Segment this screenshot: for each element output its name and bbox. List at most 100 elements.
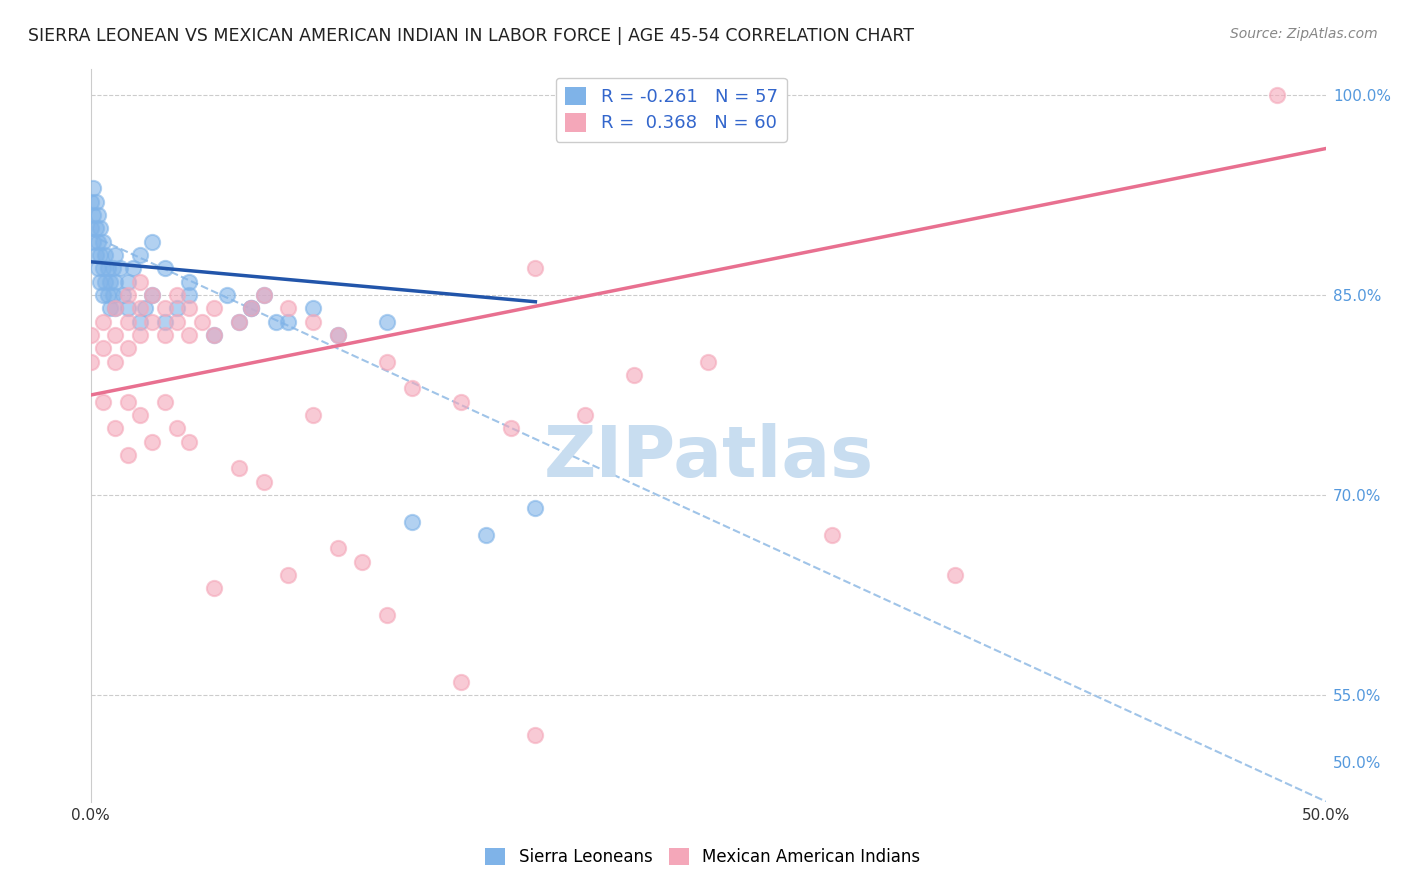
Point (623, 368, 645, 382)
Point (97, 288, 120, 302)
Point (252, 475, 274, 489)
Point (179, 288, 201, 302)
Point (240, 301, 263, 316)
Point (91, 235, 114, 249)
Point (228, 461, 250, 475)
Point (134, 301, 156, 316)
Legend: Sierra Leoneans, Mexican American Indians: Sierra Leoneans, Mexican American Indian… (477, 840, 929, 875)
Point (89, 221, 111, 235)
Point (82, 181, 104, 195)
Point (153, 328, 176, 343)
Point (141, 288, 163, 302)
Point (277, 568, 299, 582)
Text: Source: ZipAtlas.com: Source: ZipAtlas.com (1230, 27, 1378, 41)
Point (117, 288, 139, 302)
Point (375, 607, 398, 622)
Point (302, 315, 325, 329)
Point (89, 275, 111, 289)
Point (101, 288, 124, 302)
Point (110, 261, 132, 276)
Point (166, 421, 188, 435)
Point (228, 315, 250, 329)
Point (524, 501, 547, 516)
Point (179, 275, 201, 289)
Point (87, 208, 110, 222)
Point (166, 301, 188, 316)
Point (240, 301, 263, 316)
Point (277, 301, 299, 316)
Point (94, 248, 117, 262)
Point (401, 515, 423, 529)
Point (129, 328, 152, 343)
Point (104, 275, 127, 289)
Point (215, 288, 238, 302)
Point (326, 328, 349, 343)
Point (117, 315, 139, 329)
Point (117, 275, 139, 289)
Point (89, 248, 111, 262)
Point (524, 728, 547, 742)
Point (179, 328, 201, 343)
Point (574, 408, 596, 422)
Point (79, 355, 101, 369)
Point (277, 315, 299, 329)
Point (202, 301, 225, 316)
Point (326, 328, 349, 343)
Point (129, 248, 152, 262)
Point (84, 221, 107, 235)
Point (91, 261, 114, 276)
Point (111, 288, 134, 302)
Point (91, 394, 114, 409)
Point (697, 355, 720, 369)
Point (302, 301, 325, 316)
Point (191, 315, 214, 329)
Point (153, 315, 176, 329)
Point (375, 355, 398, 369)
Point (82, 235, 104, 249)
Point (179, 434, 201, 449)
Point (202, 328, 225, 343)
Point (129, 301, 152, 316)
Point (104, 301, 127, 316)
Point (91, 288, 114, 302)
Point (82, 208, 104, 222)
Point (153, 301, 176, 316)
Point (100, 275, 122, 289)
Point (945, 568, 967, 582)
Point (264, 315, 287, 329)
Point (101, 261, 124, 276)
Point (79, 328, 101, 343)
Point (166, 315, 188, 329)
Point (104, 328, 127, 343)
Point (117, 448, 139, 462)
Point (141, 315, 163, 329)
Point (153, 261, 176, 276)
Point (240, 301, 263, 316)
Point (79, 194, 101, 209)
Point (94, 275, 117, 289)
Point (141, 434, 163, 449)
Point (326, 541, 349, 556)
Point (129, 315, 152, 329)
Point (79, 221, 101, 235)
Legend: R = -0.261   N = 57, R =  0.368   N = 60: R = -0.261 N = 57, R = 0.368 N = 60 (555, 78, 787, 142)
Point (91, 342, 114, 356)
Point (202, 328, 225, 343)
Point (117, 301, 139, 316)
Point (100, 301, 122, 316)
Point (228, 315, 250, 329)
Point (104, 301, 127, 316)
Point (302, 408, 325, 422)
Point (202, 582, 225, 596)
Point (252, 288, 274, 302)
Point (129, 408, 152, 422)
Point (104, 355, 127, 369)
Point (166, 288, 188, 302)
Text: SIERRA LEONEAN VS MEXICAN AMERICAN INDIAN IN LABOR FORCE | AGE 45-54 CORRELATION: SIERRA LEONEAN VS MEXICAN AMERICAN INDIA… (28, 27, 914, 45)
Point (821, 528, 844, 542)
Point (87, 235, 110, 249)
Point (104, 248, 127, 262)
Point (104, 421, 127, 435)
Point (153, 394, 176, 409)
Point (352, 555, 374, 569)
